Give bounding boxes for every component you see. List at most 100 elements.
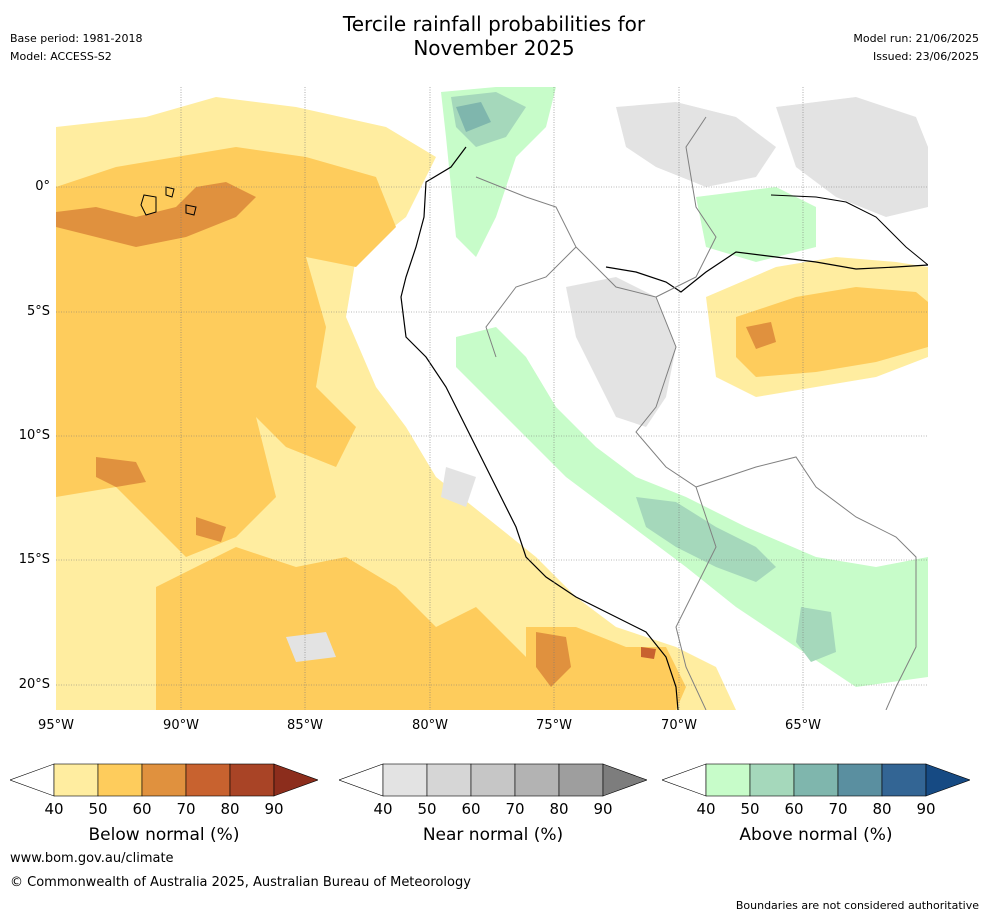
colorbar-segment xyxy=(229,763,275,797)
below-normal-region-60-c xyxy=(196,517,226,542)
lon-label-65w: 65°W xyxy=(785,718,821,733)
below-normal-region-60-b xyxy=(96,457,146,487)
colorbar-near-normal-ticks: 40 50 60 70 80 90 xyxy=(339,800,647,818)
below-normal-region-70 xyxy=(641,647,656,659)
above-normal-region-50-b xyxy=(796,607,836,662)
colorbar-above-normal-title: Above normal (%) xyxy=(739,825,893,845)
above-normal-region-andes xyxy=(456,327,928,687)
colorbar-segment xyxy=(426,763,472,797)
lat-label-0: 0° xyxy=(35,179,50,194)
colorbar-segment xyxy=(53,763,99,797)
website-text: www.bom.gov.au/climate xyxy=(10,851,174,866)
rainfall-probability-map xyxy=(56,87,929,711)
map-canvas xyxy=(56,87,929,711)
colorbar-near-normal: 40 50 60 70 80 90 Near normal (%) xyxy=(339,762,647,845)
lon-label-95w: 95°W xyxy=(38,718,74,733)
tick: 60 xyxy=(784,800,804,818)
copyright-text: © Commonwealth of Australia 2025, Austra… xyxy=(10,875,471,890)
colorbar-segment xyxy=(705,763,751,797)
tick: 90 xyxy=(264,800,284,818)
tick: 40 xyxy=(373,800,393,818)
tick: 70 xyxy=(828,800,848,818)
near-normal-region-pacific xyxy=(441,467,476,507)
colorbar-extend-high xyxy=(273,763,318,797)
colorbar-above-normal-scale xyxy=(662,763,970,797)
tick: 90 xyxy=(593,800,613,818)
map-title: Tercile rainfall probabilities for Novem… xyxy=(0,12,988,60)
colorbar-extend-high xyxy=(602,763,647,797)
near-normal-region-northeast xyxy=(776,97,928,217)
issued-text: Issued: 23/06/2025 xyxy=(872,50,979,63)
above-normal-region-brazil xyxy=(696,187,816,262)
below-normal-region-east-60 xyxy=(746,322,776,349)
lat-label-20s: 20°S xyxy=(18,677,50,692)
model-run-text: Model run: 21/06/2025 xyxy=(853,32,979,45)
title-line-2: November 2025 xyxy=(413,36,575,60)
tick: 50 xyxy=(417,800,437,818)
disclaimer-text: Boundaries are not considered authoritat… xyxy=(735,899,979,912)
colorbar-near-normal-title: Near normal (%) xyxy=(422,825,564,845)
colorbar-segment xyxy=(514,763,560,797)
tick: 70 xyxy=(176,800,196,818)
lat-label-10s: 10°S xyxy=(18,428,50,443)
river-north xyxy=(770,194,929,266)
colorbar-segment xyxy=(749,763,795,797)
gridlines xyxy=(56,87,928,710)
above-normal-region-colombia-60 xyxy=(456,102,491,132)
colorbar-extend-high xyxy=(925,763,970,797)
colorbar-segment xyxy=(470,763,516,797)
below-normal-region-60-d xyxy=(536,632,571,687)
lon-label-70w: 70°W xyxy=(661,718,697,733)
tick: 80 xyxy=(872,800,892,818)
tick: 60 xyxy=(132,800,152,818)
colorbar-segment xyxy=(141,763,187,797)
colorbar-near-normal-scale xyxy=(339,763,647,797)
colorbar-segment xyxy=(558,763,604,797)
below-normal-region-ocean-50 xyxy=(56,147,396,557)
coastline xyxy=(400,146,679,711)
lon-label-75w: 75°W xyxy=(536,718,572,733)
tick: 70 xyxy=(505,800,525,818)
tick: 60 xyxy=(461,800,481,818)
tick: 80 xyxy=(220,800,240,818)
colorbar-extend-low xyxy=(339,763,384,797)
tick: 40 xyxy=(44,800,64,818)
below-normal-region-east-50 xyxy=(736,287,928,377)
tick: 40 xyxy=(696,800,716,818)
colorbar-segment xyxy=(97,763,143,797)
near-normal-region-north xyxy=(616,102,776,187)
above-normal-region-50 xyxy=(636,497,776,582)
meta-right: Model run: 21/06/2025 Issued: 23/06/2025 xyxy=(853,30,979,66)
lon-label-80w: 80°W xyxy=(412,718,448,733)
below-normal-region-60-a xyxy=(56,182,256,247)
tick: 90 xyxy=(916,800,936,818)
meta-left: Base period: 1981-2018 Model: ACCESS-S2 xyxy=(10,30,142,66)
lon-label-85w: 85°W xyxy=(287,718,323,733)
colorbar-segment xyxy=(185,763,231,797)
colorbar-extend-low xyxy=(10,763,55,797)
lat-label-15s: 15°S xyxy=(18,552,50,567)
colorbar-segment xyxy=(382,763,428,797)
colorbar-segment xyxy=(793,763,839,797)
lon-label-90w: 90°W xyxy=(163,718,199,733)
colorbar-extend-low xyxy=(662,763,707,797)
title-line-1: Tercile rainfall probabilities for xyxy=(342,12,646,36)
model-text: Model: ACCESS-S2 xyxy=(10,50,112,63)
near-normal-region-pacific-2 xyxy=(286,632,336,662)
colorbar-below-normal: 40 50 60 70 80 90 Below normal (%) xyxy=(10,762,318,845)
tick: 50 xyxy=(740,800,760,818)
colorbar-above-normal: 40 50 60 70 80 90 Above normal (%) xyxy=(662,762,970,845)
colorbar-below-normal-scale xyxy=(10,763,318,797)
tick: 50 xyxy=(88,800,108,818)
base-period-text: Base period: 1981-2018 xyxy=(10,32,143,45)
near-normal-region-amazon xyxy=(566,277,676,427)
colorbar-below-normal-title: Below normal (%) xyxy=(88,825,240,845)
below-normal-region-south-50 xyxy=(156,547,576,710)
colorbar-below-normal-ticks: 40 50 60 70 80 90 xyxy=(10,800,318,818)
lat-label-5s: 5°S xyxy=(26,304,50,319)
country-borders xyxy=(475,116,917,711)
colorbar-segment xyxy=(837,763,883,797)
tick: 80 xyxy=(549,800,569,818)
galapagos-islands xyxy=(140,186,197,216)
river-amazon xyxy=(605,251,929,293)
